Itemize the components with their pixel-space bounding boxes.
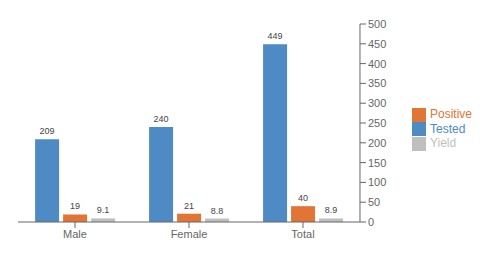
svg-text:Total: Total [291,228,314,240]
svg-text:350: 350 [368,77,386,89]
svg-text:150: 150 [368,157,386,169]
svg-text:8.9: 8.9 [325,205,338,215]
html-text:Positive: Positive [430,106,472,121]
svg-text:0: 0 [368,216,374,228]
svg-text:450: 450 [368,38,386,50]
html-text:Yield: Yield [430,136,457,151]
svg-text:Female: Female [171,228,208,240]
svg-text:40: 40 [298,193,308,203]
svg-text:400: 400 [368,58,386,70]
svg-text:250: 250 [368,117,386,129]
svg-text:100: 100 [368,176,386,188]
svg-text:500: 500 [368,18,386,30]
svg-text:Male: Male [63,228,87,240]
svg-text:50: 50 [368,196,380,208]
svg-text:19: 19 [70,201,80,211]
svg-text:9.1: 9.1 [97,205,110,215]
svg-text:240: 240 [154,114,169,124]
svg-text:209: 209 [40,126,55,136]
svg-text:200: 200 [368,137,386,149]
svg-text:300: 300 [368,97,386,109]
svg-text:8.8: 8.8 [211,206,224,216]
html-text:Tested: Tested [430,121,466,136]
svg-text:21: 21 [184,201,194,211]
svg-text:449: 449 [268,31,283,41]
